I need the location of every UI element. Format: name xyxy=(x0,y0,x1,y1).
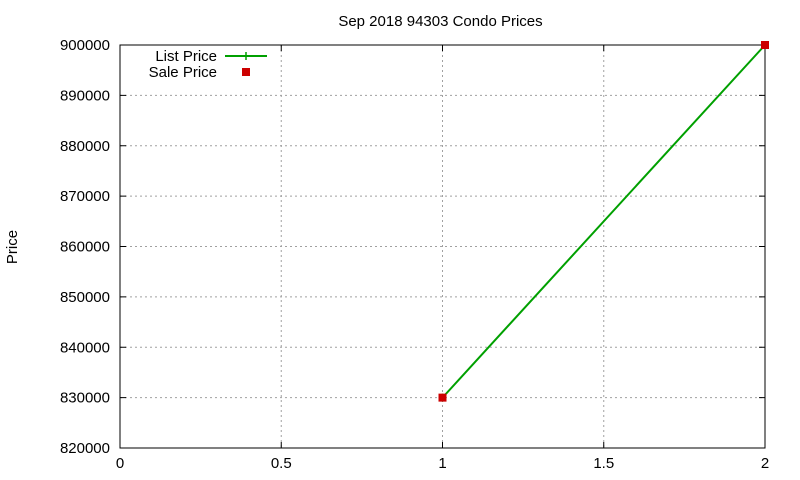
legend-swatch-sale-price xyxy=(242,68,250,76)
y-tick-label: 820000 xyxy=(60,440,110,457)
series-layer xyxy=(438,41,769,402)
grid-layer xyxy=(120,45,765,448)
legend-marker-list-price xyxy=(242,52,250,60)
x-tick-label: 1 xyxy=(438,455,446,472)
y-tick-label: 900000 xyxy=(60,37,110,54)
y-tick-label: 840000 xyxy=(60,339,110,356)
y-tick-label: 830000 xyxy=(60,390,110,407)
x-tick-label: 0 xyxy=(116,455,124,472)
x-tick-label: 2 xyxy=(761,455,769,472)
x-tick-label: 1.5 xyxy=(593,455,614,472)
chart-title: Sep 2018 94303 Condo Prices xyxy=(338,13,542,30)
sale-price-point xyxy=(761,41,769,49)
legend-label: List Price xyxy=(155,48,217,65)
y-tick-label: 890000 xyxy=(60,87,110,104)
ticks-layer: 0 0.5 1 1.5 2 820000 830000 840000 850000 860000 8… xyxy=(60,37,769,472)
series-line-list-price xyxy=(441,44,766,399)
y-tick-label: 880000 xyxy=(60,138,110,155)
sale-price-point xyxy=(438,393,447,402)
y-tick-label: 850000 xyxy=(60,289,110,306)
y-axis-label: Price xyxy=(4,230,21,264)
legend-label: Sale Price xyxy=(149,64,217,81)
x-tick-label: 0.5 xyxy=(271,455,292,472)
y-tick-label: 870000 xyxy=(60,188,110,205)
y-tick-label: 860000 xyxy=(60,239,110,256)
